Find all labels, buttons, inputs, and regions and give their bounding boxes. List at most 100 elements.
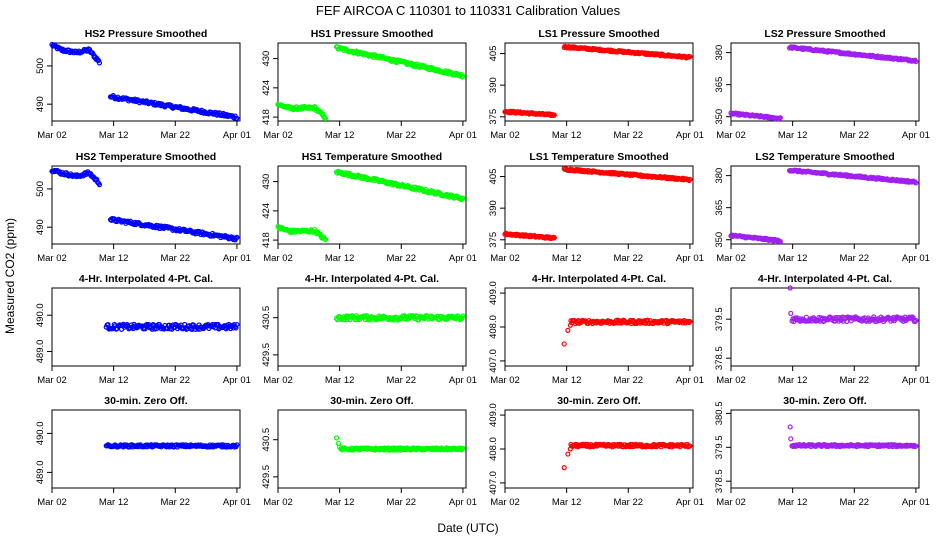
y-tick-label: 390 [488,77,499,93]
data-point [777,115,783,121]
panel-title: 30-min. Zero Off. [104,395,188,407]
y-tick-label: 405 [488,169,499,185]
x-tick-label: Mar 12 [99,375,129,386]
plot-frame [504,409,694,489]
x-tick-label: Mar 12 [99,497,129,508]
data-point [95,57,102,64]
x-tick-label: Mar 02 [37,130,67,141]
plot-frame [504,42,694,122]
y-tick-label: 424 [261,203,272,219]
x-tick-label: Mar 02 [716,130,746,141]
x-tick-label: Apr 01 [449,130,477,141]
y-tick-label: 365 [714,200,725,216]
x-tick-label: Apr 01 [449,375,477,386]
y-tick-label: 418 [261,109,272,125]
x-tick-label: Apr 01 [902,130,930,141]
data-point [565,327,571,333]
data-point [333,435,340,441]
panel: HS1 Temperature Smoothed Mar 02 Mar 12 Mar … [261,151,477,264]
x-tick-label: Mar 12 [325,375,355,386]
y-tick-label: 490.0 [35,303,46,327]
y-tick-label: 380 [714,168,725,184]
plot-frame [277,287,467,367]
data-series [728,44,919,122]
data-point [96,60,103,66]
x-tick-label: Mar 22 [613,253,643,264]
panel-title: LS1 Temperature Smoothed [529,151,668,163]
panel: LS2 Temperature Smoothed Mar 02 Mar 12 Mar … [714,151,930,264]
data-series [333,312,466,323]
x-tick-label: Mar 12 [99,253,129,264]
data-point [234,115,240,121]
panel: 30-min. Zero Off. Mar 02 Mar 12 Mar 22 Apr 0… [488,395,704,508]
data-series [275,44,466,121]
data-point [788,310,794,316]
data-point [913,180,919,186]
panel: HS1 Pressure Smoothed Mar 02 Mar 12 Mar 22 A… [261,28,477,141]
plot-frame [277,165,467,245]
plot-frame [51,287,241,367]
x-tick-label: Mar 02 [263,497,293,508]
data-point [913,58,919,65]
panel-title: 4-Hr. Interpolated 4-Pt. Cal. [79,273,213,285]
x-tick-label: Mar 22 [839,253,869,264]
x-tick-label: Mar 12 [552,253,582,264]
x-tick-label: Apr 01 [223,130,251,141]
x-tick-label: Mar 02 [37,375,67,386]
data-point [788,436,794,442]
x-tick-label: Apr 01 [223,253,251,264]
x-tick-label: Mar 02 [263,130,293,141]
panel: 30-min. Zero Off. Mar 02 Mar 12 Mar 22 Apr 0… [35,395,251,508]
x-tick-label: Mar 22 [613,497,643,508]
panel-title: LS2 Temperature Smoothed [755,151,894,163]
panel-title: HS1 Temperature Smoothed [302,151,442,163]
x-tick-label: Apr 01 [676,130,704,141]
data-point [337,444,343,450]
x-tick-label: Mar 22 [839,130,869,141]
x-tick-label: Apr 01 [902,497,930,508]
data-series [561,317,693,347]
panel: HS2 Temperature Smoothed Mar 02 Mar 12 Mar … [35,151,251,264]
panel: 30-min. Zero Off. Mar 02 Mar 12 Mar 22 Apr 0… [714,395,930,508]
plot-frame [51,165,241,245]
panel: 4-Hr. Interpolated 4-Pt. Cal. Mar 02 Mar 1… [261,273,477,386]
y-tick-label: 350 [714,109,725,125]
x-tick-label: Mar 02 [716,253,746,264]
y-tick-label: 489.0 [35,340,46,364]
panel: HS2 Pressure Smoothed Mar 02 Mar 12 Mar 22 A… [35,28,251,141]
x-tick-label: Apr 01 [676,497,704,508]
x-tick-label: Mar 02 [716,497,746,508]
x-tick-label: Mar 12 [552,130,582,141]
y-tick-label: 490 [35,219,46,235]
y-tick-label: 409.0 [488,403,499,427]
x-tick-label: Mar 12 [778,497,808,508]
y-tick-label: 500 [35,181,46,197]
data-point [96,182,103,188]
data-point [551,235,557,241]
panel-title: HS1 Pressure Smoothed [311,28,434,40]
x-tick-label: Apr 01 [676,253,704,264]
data-point [234,321,240,328]
data-point [687,443,693,449]
x-tick-label: Apr 01 [223,375,251,386]
x-tick-label: Mar 02 [490,497,520,508]
x-tick-label: Mar 02 [263,253,293,264]
panel: LS1 Temperature Smoothed Mar 02 Mar 12 Mar … [488,151,704,264]
y-tick-label: 378.5 [714,346,725,370]
data-point [687,176,693,182]
panel: LS2 Pressure Smoothed Mar 02 Mar 12 Mar 22 A… [714,28,930,141]
panel-title: 4-Hr. Interpolated 4-Pt. Cal. [758,273,892,285]
y-tick-label: 365 [714,77,725,93]
y-tick-label: 418 [261,232,272,248]
data-series [103,321,240,332]
x-tick-label: Mar 12 [552,497,582,508]
panel: 4-Hr. Interpolated 4-Pt. Cal. Mar 02 Mar 1… [35,273,251,386]
panel-title: 30-min. Zero Off. [557,395,641,407]
data-point [777,239,783,245]
x-tick-label: Apr 01 [676,375,704,386]
x-tick-label: Mar 22 [613,130,643,141]
data-point [561,341,567,347]
x-tick-label: Mar 22 [386,497,416,508]
data-point [233,235,239,241]
panel-title: LS1 Pressure Smoothed [538,28,659,40]
